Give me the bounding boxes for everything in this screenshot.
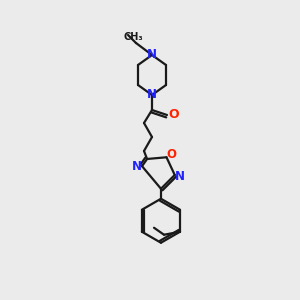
Text: N: N — [147, 88, 157, 101]
Text: N: N — [175, 170, 185, 184]
Text: N: N — [147, 49, 157, 62]
Text: O: O — [167, 148, 176, 161]
Text: N: N — [132, 160, 142, 173]
Text: CH₃: CH₃ — [123, 32, 143, 42]
Text: O: O — [169, 109, 179, 122]
